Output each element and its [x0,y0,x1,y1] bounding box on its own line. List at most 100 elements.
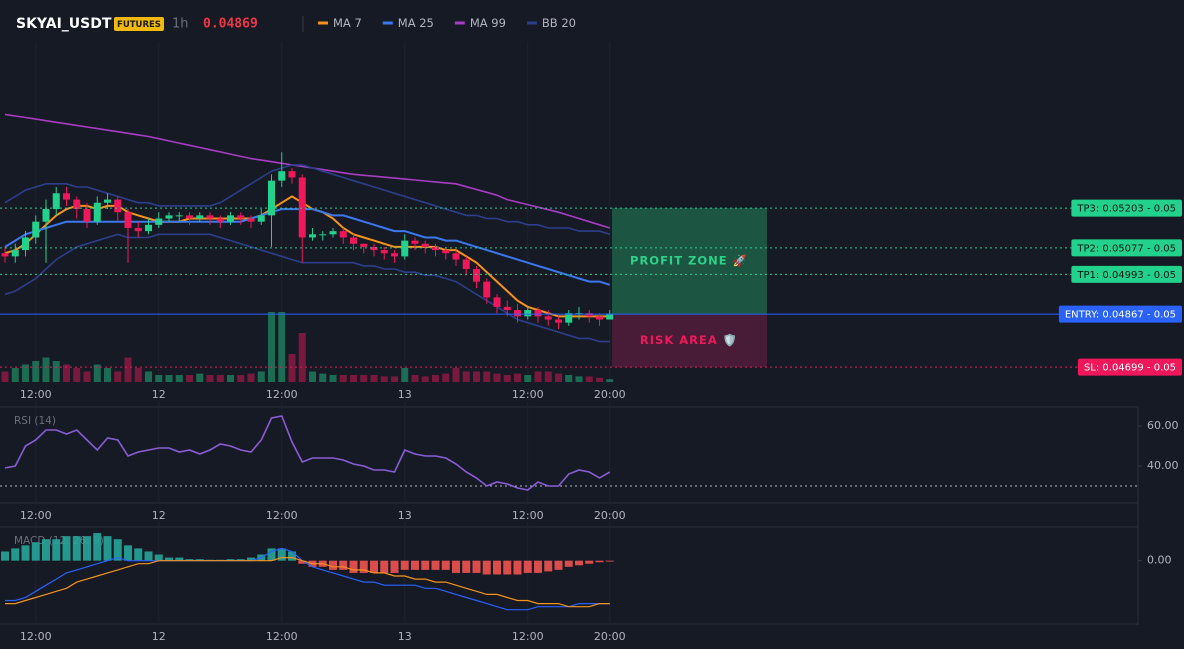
candle-body [360,243,368,247]
volume-bar [134,368,142,382]
candle-body [329,231,337,235]
candle-body [473,269,480,282]
candle-body [63,193,70,200]
candle-body [227,215,234,222]
volume-bar [555,373,562,382]
volume-bar [524,375,532,382]
histogram-bar [605,560,614,562]
histogram-bar [595,560,604,563]
x-tick-label: 12:00 [20,388,52,401]
volume-bar [288,354,296,382]
candle-body [391,253,398,257]
candle-body [401,240,409,257]
y-tick-label: 40.00 [1147,459,1179,472]
histogram-bar [493,560,501,575]
candle-body [175,215,183,217]
histogram-bar [564,560,573,567]
histogram-bar [226,559,235,561]
volume-bar [473,371,480,382]
candle-body [11,250,19,257]
volume-bar [442,373,450,382]
candle-body [124,212,132,228]
volume-bar [503,375,511,382]
histogram-bar [462,560,471,573]
volume-bar [155,375,163,382]
histogram-bar [124,545,132,561]
volume-bar [329,375,337,382]
histogram-bar [370,560,378,573]
x-tick-label: 12:00 [512,630,544,643]
volume-bar [227,375,234,382]
rsi-line [4,415,611,491]
candle-body [319,234,327,236]
candle-body [216,218,224,222]
x-tick-label: 20:00 [594,509,626,522]
volume-bar [298,333,306,382]
indicator-line [4,164,611,236]
volume-bar [606,379,614,382]
histogram-bar [359,560,368,573]
level-label-bg [1071,239,1182,257]
histogram-bar [452,560,460,573]
x-tick-label: 12:00 [20,630,52,643]
x-tick-label: 13 [398,388,412,401]
volume-bar [452,368,460,382]
badge: FUTURES [117,20,161,30]
y-tick-label: 60.00 [1147,419,1179,432]
volume-bar [175,375,183,382]
candle-body [442,250,450,254]
volume-bar [186,375,193,382]
candle-body [503,306,511,311]
histogram-bar [441,560,450,570]
candle-body [514,310,521,317]
candle-body [370,246,378,251]
volume-bar [544,371,552,382]
volume-bar [370,375,378,382]
histogram-bar [288,551,296,561]
indicator-line [4,208,611,286]
volume-bar [11,368,19,382]
y-tick-label: 0.00 [1147,554,1172,567]
histogram-bar [277,548,286,561]
histogram-bar [83,536,91,561]
level-label-bg [1071,265,1182,283]
volume-bar [42,357,50,382]
badge-bg [114,17,164,31]
candle-body [462,259,470,270]
candle-body [544,316,552,320]
volume-bar [462,371,470,382]
x-tick-label: 12:00 [266,509,298,522]
level-label: SL: 0.04699 - 0.05 [1084,363,1176,374]
histogram-bar [195,559,204,561]
volume-bar [196,373,204,382]
candle-body [247,218,255,222]
volume-bar [145,371,152,382]
histogram-bar [400,560,409,570]
candle-body [555,319,562,323]
candle-body [268,180,275,216]
histogram-bar [31,542,40,561]
interval: 1h [172,17,189,32]
candle-body [596,316,603,320]
volume-bar [411,375,419,382]
histogram-bar [575,560,583,566]
volume-bar [493,373,501,382]
candle-body [606,313,614,320]
x-tick-label: 12 [152,630,166,643]
candle-body [483,281,491,298]
level-label-bg [1077,358,1182,376]
histogram-bar [523,560,532,573]
histogram-bar [503,560,512,575]
volume-bar [380,376,388,382]
volume-bar [278,312,286,382]
histogram-bar [144,551,153,561]
histogram-bar [267,548,276,561]
volume-bar [165,375,173,382]
volume-bar [514,373,521,382]
volume-bar [124,357,132,382]
volume-bar [350,375,357,382]
histogram-bar [175,557,184,561]
volume-bar [32,361,40,382]
